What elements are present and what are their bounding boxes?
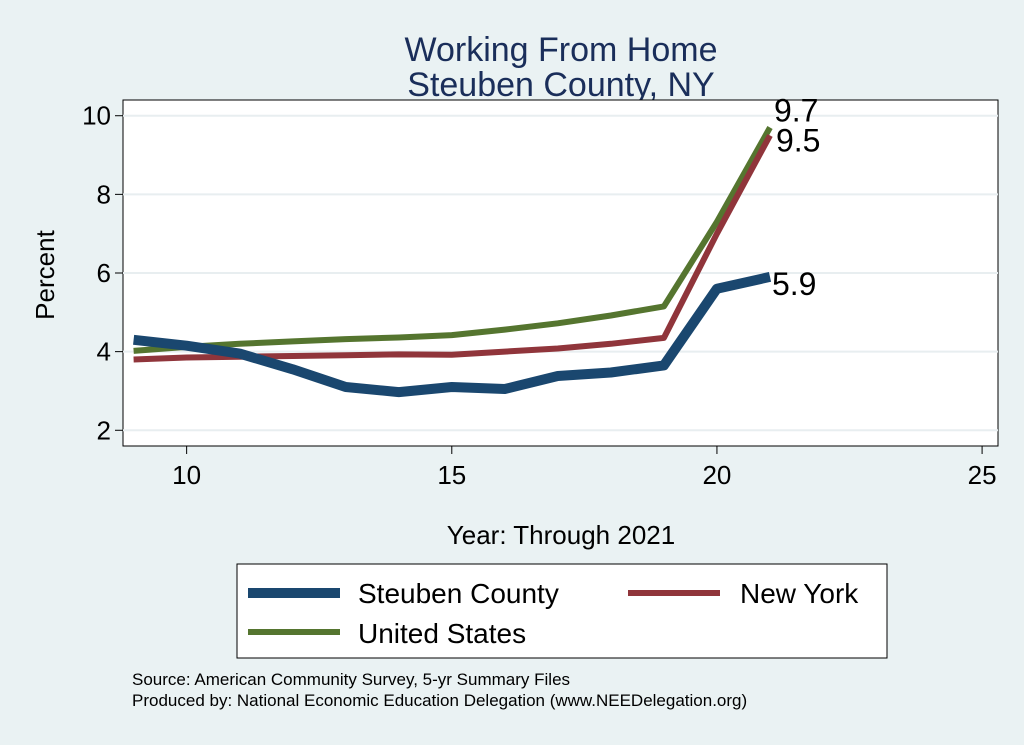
x-tick-label-15: 15 — [437, 460, 466, 490]
legend-label-steuben: Steuben County — [358, 578, 559, 609]
chart-title-line-2: Steuben County, NY — [407, 66, 714, 104]
legend: Steuben County New York United States — [236, 563, 888, 659]
series-line-steuben-county — [133, 272, 772, 398]
end-labels: 5.9 9.59.7 — [772, 93, 820, 302]
legend-box — [236, 563, 888, 659]
axes: 2 4 6 8 10 10 15 20 25 — [82, 101, 996, 490]
chart-title-line-1: Working From Home — [405, 31, 718, 69]
end-label-new-york: 9.5 — [776, 122, 820, 158]
legend-label-new-york: New York — [740, 578, 859, 609]
series-lines — [133, 126, 773, 398]
source-note: Source: American Community Survey, 5-yr … — [132, 670, 570, 689]
x-tick-label-25: 25 — [968, 460, 997, 490]
y-tick-label-2: 2 — [97, 415, 111, 445]
x-axis-label: Year: Through 2021 — [447, 520, 675, 550]
y-tick-label-6: 6 — [97, 258, 111, 288]
y-axis-label: Percent — [30, 229, 60, 319]
end-label-united-states: 9.7 — [774, 93, 818, 129]
x-tick-label-10: 10 — [172, 460, 201, 490]
y-tick-label-10: 10 — [82, 101, 111, 131]
y-tick-label-8: 8 — [97, 179, 111, 209]
series-line-united-states — [133, 126, 773, 354]
y-tick-label-4: 4 — [97, 337, 111, 367]
produced-by-note: Produced by: National Economic Education… — [132, 691, 747, 710]
gridlines — [123, 114, 998, 432]
x-tick-label-20: 20 — [702, 460, 731, 490]
end-label-steuben-county: 5.9 — [772, 266, 816, 302]
legend-label-united-states: United States — [358, 618, 526, 649]
